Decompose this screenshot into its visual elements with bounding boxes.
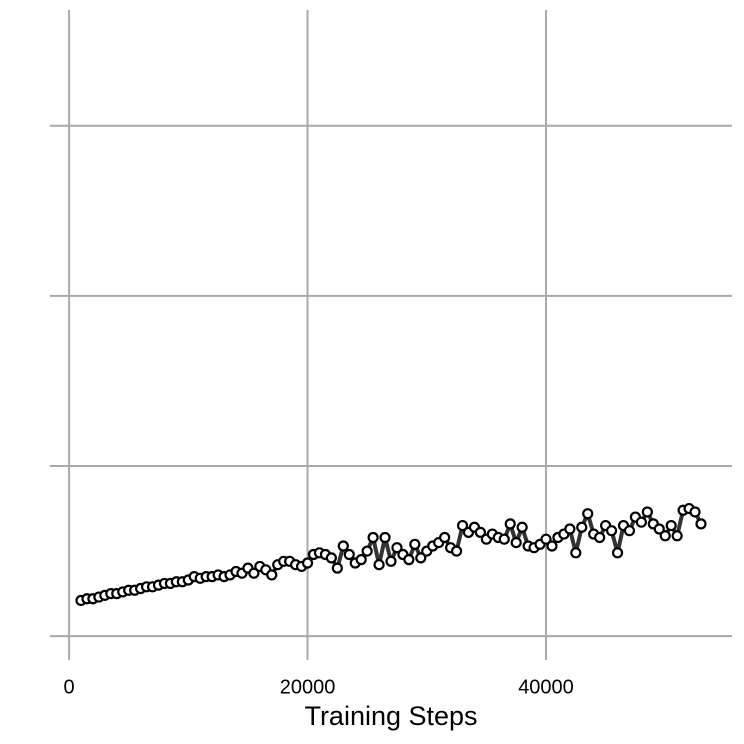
data-point (361, 545, 373, 557)
data-point (391, 542, 403, 554)
x-tick-label: 0 (64, 676, 75, 698)
data-point (540, 533, 552, 545)
data-point (373, 559, 385, 571)
data-point (671, 530, 683, 542)
data-point (325, 552, 337, 564)
x-axis-label: Training Steps (304, 701, 477, 731)
data-point (594, 531, 606, 544)
data-point (546, 540, 558, 552)
data-point (510, 536, 522, 549)
data-point (409, 538, 421, 550)
data-point (266, 569, 278, 581)
data-point (450, 545, 463, 557)
data-point (367, 531, 379, 544)
x-tick-label: 20000 (280, 676, 336, 698)
data-point (331, 562, 343, 574)
data-point (474, 526, 487, 538)
data-point (385, 555, 397, 567)
data-point (355, 554, 367, 566)
data-point (337, 540, 349, 552)
data-point (582, 508, 594, 520)
data-point (516, 521, 528, 533)
data-point (343, 548, 355, 561)
data-point (403, 554, 415, 566)
data-point (611, 547, 624, 559)
data-point (379, 531, 391, 544)
x-tick-label: 40000 (518, 676, 574, 698)
data-point (659, 530, 671, 542)
data-point (504, 518, 516, 530)
data-point (498, 533, 510, 545)
data-point (695, 518, 707, 530)
data-point (576, 521, 588, 533)
data-point (641, 506, 653, 518)
data-point (570, 547, 582, 559)
data-point (415, 552, 427, 564)
data-point (301, 557, 314, 569)
data-point (564, 523, 576, 535)
data-point (689, 506, 701, 518)
data-point (635, 516, 647, 528)
data-point (456, 519, 469, 532)
data-point (439, 531, 451, 544)
data-point (653, 523, 665, 535)
data-point (248, 567, 260, 579)
data-point (605, 525, 618, 537)
data-point (665, 519, 677, 532)
data-point (623, 525, 636, 537)
